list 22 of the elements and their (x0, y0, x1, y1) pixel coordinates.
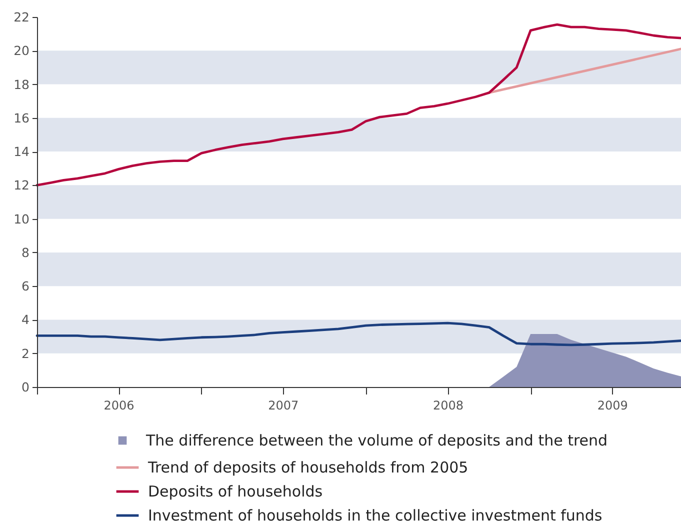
x-tick-label: 2007 (268, 398, 299, 412)
legend-label: Deposits of households (148, 482, 323, 500)
x-tick-label: 2009 (597, 398, 628, 412)
y-tick-label: 6 (22, 278, 30, 294)
line-series (36, 322, 681, 346)
y-tick-label: 20 (14, 43, 30, 58)
x-tick-label: 2008 (432, 398, 464, 412)
y-tick-label: 0 (22, 380, 30, 394)
y-tick-label: 18 (14, 76, 30, 92)
legend-label: Investment of households in the collective investment funds (148, 506, 602, 521)
x-tick-label: 2006 (104, 398, 134, 412)
y-tick-label: 2 (22, 346, 30, 361)
y-tick-label: 8 (22, 244, 30, 260)
y-tick-label: 16 (14, 110, 30, 126)
y-tick-label: 10 (14, 211, 30, 226)
legend-label: The difference between the volume of deposits and the trend (145, 432, 608, 450)
y-tick-label: 22 (14, 10, 30, 24)
legend-label: Trend of deposits of households from 2005 (147, 458, 468, 476)
line-series (36, 23, 681, 186)
y-tick-label: 12 (14, 178, 30, 193)
y-tick-label: 14 (14, 144, 30, 160)
y-tick-label: 4 (22, 312, 30, 328)
